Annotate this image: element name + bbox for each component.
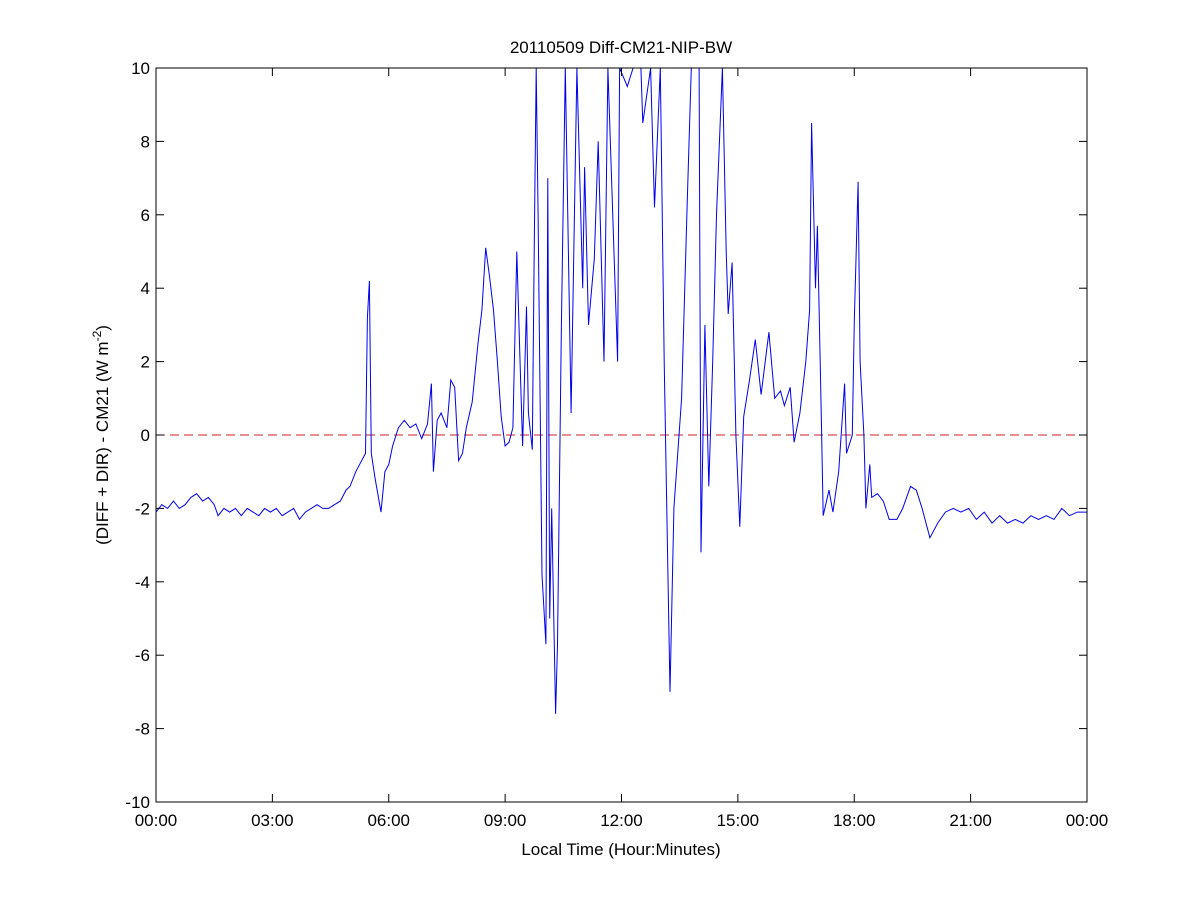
- y-tick-label: 10: [131, 59, 150, 78]
- y-tick-label: -4: [135, 573, 150, 592]
- y-tick-label: 0: [141, 426, 150, 445]
- y-tick-label: -6: [135, 646, 150, 665]
- y-tick-label: 6: [141, 206, 150, 225]
- x-tick-label: 12:00: [600, 811, 643, 830]
- y-tick-label: -8: [135, 720, 150, 739]
- y-axis-label: (DIFF + DIR) - CM21 (W m-2): [90, 325, 112, 545]
- x-tick-label: 00:00: [135, 811, 178, 830]
- y-tick-label: 4: [141, 279, 150, 298]
- chart-title: 20110509 Diff-CM21-NIP-BW: [510, 38, 732, 57]
- x-axis-label: Local Time (Hour:Minutes): [521, 840, 720, 859]
- x-tick-label: 21:00: [949, 811, 992, 830]
- y-tick-label: 8: [141, 132, 150, 151]
- x-tick-label: 03:00: [251, 811, 294, 830]
- x-tick-label: 06:00: [367, 811, 410, 830]
- x-tick-label: 15:00: [717, 811, 760, 830]
- x-tick-label: 00:00: [1066, 811, 1109, 830]
- data-series-line: [156, 68, 1087, 714]
- x-tick-label: 09:00: [484, 811, 527, 830]
- y-tick-label: -2: [135, 499, 150, 518]
- y-tick-label: 2: [141, 353, 150, 372]
- y-tick-label: -10: [125, 793, 150, 812]
- x-tick-label: 18:00: [833, 811, 876, 830]
